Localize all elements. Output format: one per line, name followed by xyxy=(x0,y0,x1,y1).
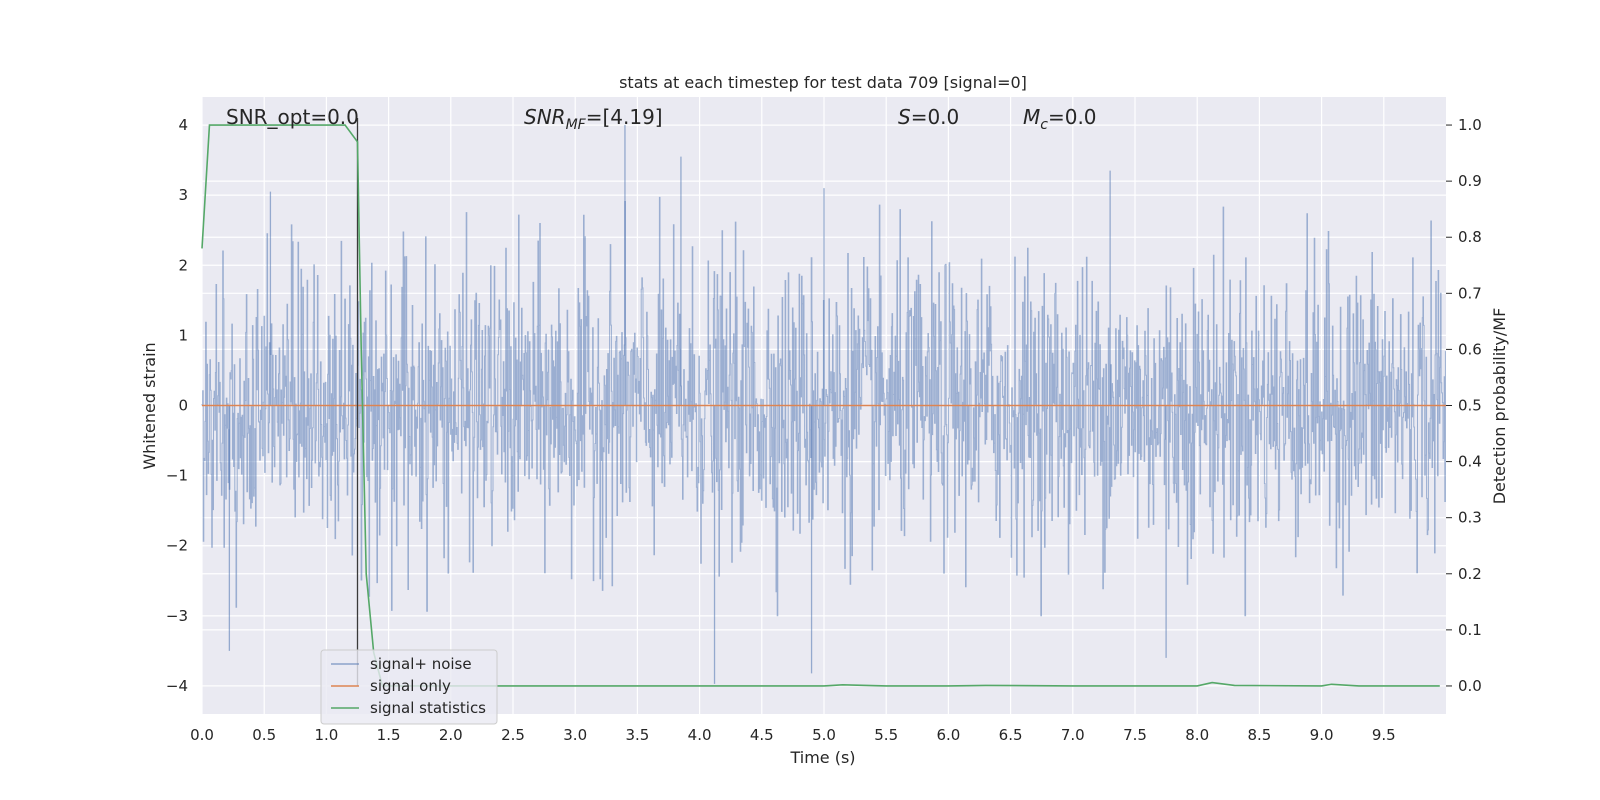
x-tick-label: 5.5 xyxy=(874,726,898,744)
y-right-tick-label: 0.4 xyxy=(1458,453,1482,471)
legend: signal+ noise signal only signal statist… xyxy=(320,649,498,725)
x-tick-label: 8.0 xyxy=(1185,726,1209,744)
x-tick-label: 4.5 xyxy=(750,726,774,744)
y-axis-left: −4 −3 −2 −1 0 1 2 3 4 xyxy=(166,116,188,695)
y-left-tick-label: 3 xyxy=(178,186,188,204)
y-right-tick-label: 0.8 xyxy=(1458,228,1482,246)
x-tick-label: 8.5 xyxy=(1247,726,1271,744)
x-tick-label: 2.0 xyxy=(439,726,463,744)
x-tick-label: 3.0 xyxy=(563,726,587,744)
annotation-s: S=0.0 xyxy=(898,105,959,129)
y-axis-right: 0.0 0.1 0.2 0.3 0.4 0.5 0.6 0.7 0.8 0.9 1.0 xyxy=(1446,116,1482,695)
annotation-snr-opt: SNR_opt=0.0 xyxy=(226,105,359,129)
x-tick-label: 6.5 xyxy=(999,726,1023,744)
line-series xyxy=(201,118,1446,687)
y-right-tick-label: 0.1 xyxy=(1458,621,1482,639)
y-right-tick-label: 0.9 xyxy=(1458,172,1482,190)
x-tick-label: 3.5 xyxy=(625,726,649,744)
y-axis-left-title: Whitened strain xyxy=(140,342,159,469)
x-tick-label: 7.0 xyxy=(1061,726,1085,744)
y-left-tick-label: 2 xyxy=(178,256,188,274)
y-left-tick-label: 0 xyxy=(178,397,188,415)
x-tick-label: 0.0 xyxy=(190,726,214,744)
y-left-tick-label: 1 xyxy=(178,326,188,344)
x-tick-label: 9.0 xyxy=(1310,726,1334,744)
y-left-tick-label: −1 xyxy=(166,467,188,485)
y-left-tick-label: −4 xyxy=(166,677,188,695)
legend-label-signal-only: signal only xyxy=(370,677,451,695)
y-right-tick-label: 0.5 xyxy=(1458,397,1482,415)
chart-title: stats at each timestep for test data 709… xyxy=(619,73,1027,92)
y-right-tick-label: 0.6 xyxy=(1458,340,1482,358)
y-left-tick-label: 4 xyxy=(178,116,188,134)
x-tick-label: 2.5 xyxy=(501,726,525,744)
y-right-tick-label: 0.2 xyxy=(1458,565,1482,583)
y-left-tick-label: −3 xyxy=(166,607,188,625)
x-tick-label: 5.0 xyxy=(812,726,836,744)
y-left-tick-label: −2 xyxy=(166,537,188,555)
y-right-tick-label: 1.0 xyxy=(1458,116,1482,134)
y-right-tick-label: 0.7 xyxy=(1458,284,1482,302)
x-axis: 0.0 0.5 1.0 1.5 2.0 2.5 3.0 3.5 4.0 4.5 5.0 5.5 6.0 6… xyxy=(190,726,1396,744)
x-axis-title: Time (s) xyxy=(789,748,855,767)
y-right-tick-label: 0.3 xyxy=(1458,509,1482,527)
legend-label-signal-noise: signal+ noise xyxy=(370,655,472,673)
x-tick-label: 4.0 xyxy=(688,726,712,744)
x-tick-label: 1.5 xyxy=(377,726,401,744)
annotation-mc: Mc=0.0 xyxy=(1023,105,1097,133)
signal-noise-series xyxy=(201,125,1446,684)
x-tick-label: 0.5 xyxy=(252,726,276,744)
x-tick-label: 7.5 xyxy=(1123,726,1147,744)
legend-box xyxy=(320,649,498,725)
legend-label-signal-statistics: signal statistics xyxy=(370,699,486,717)
x-tick-label: 1.0 xyxy=(314,726,338,744)
x-tick-label: 9.5 xyxy=(1372,726,1396,744)
y-axis-right-title: Detection probability/MF xyxy=(1490,308,1509,505)
annotation-snr-mf: SNRMF=[4.19] xyxy=(524,105,663,133)
x-tick-label: 6.0 xyxy=(936,726,960,744)
series-signal-statistics-line xyxy=(201,124,1440,687)
y-right-tick-label: 0.0 xyxy=(1458,677,1482,695)
